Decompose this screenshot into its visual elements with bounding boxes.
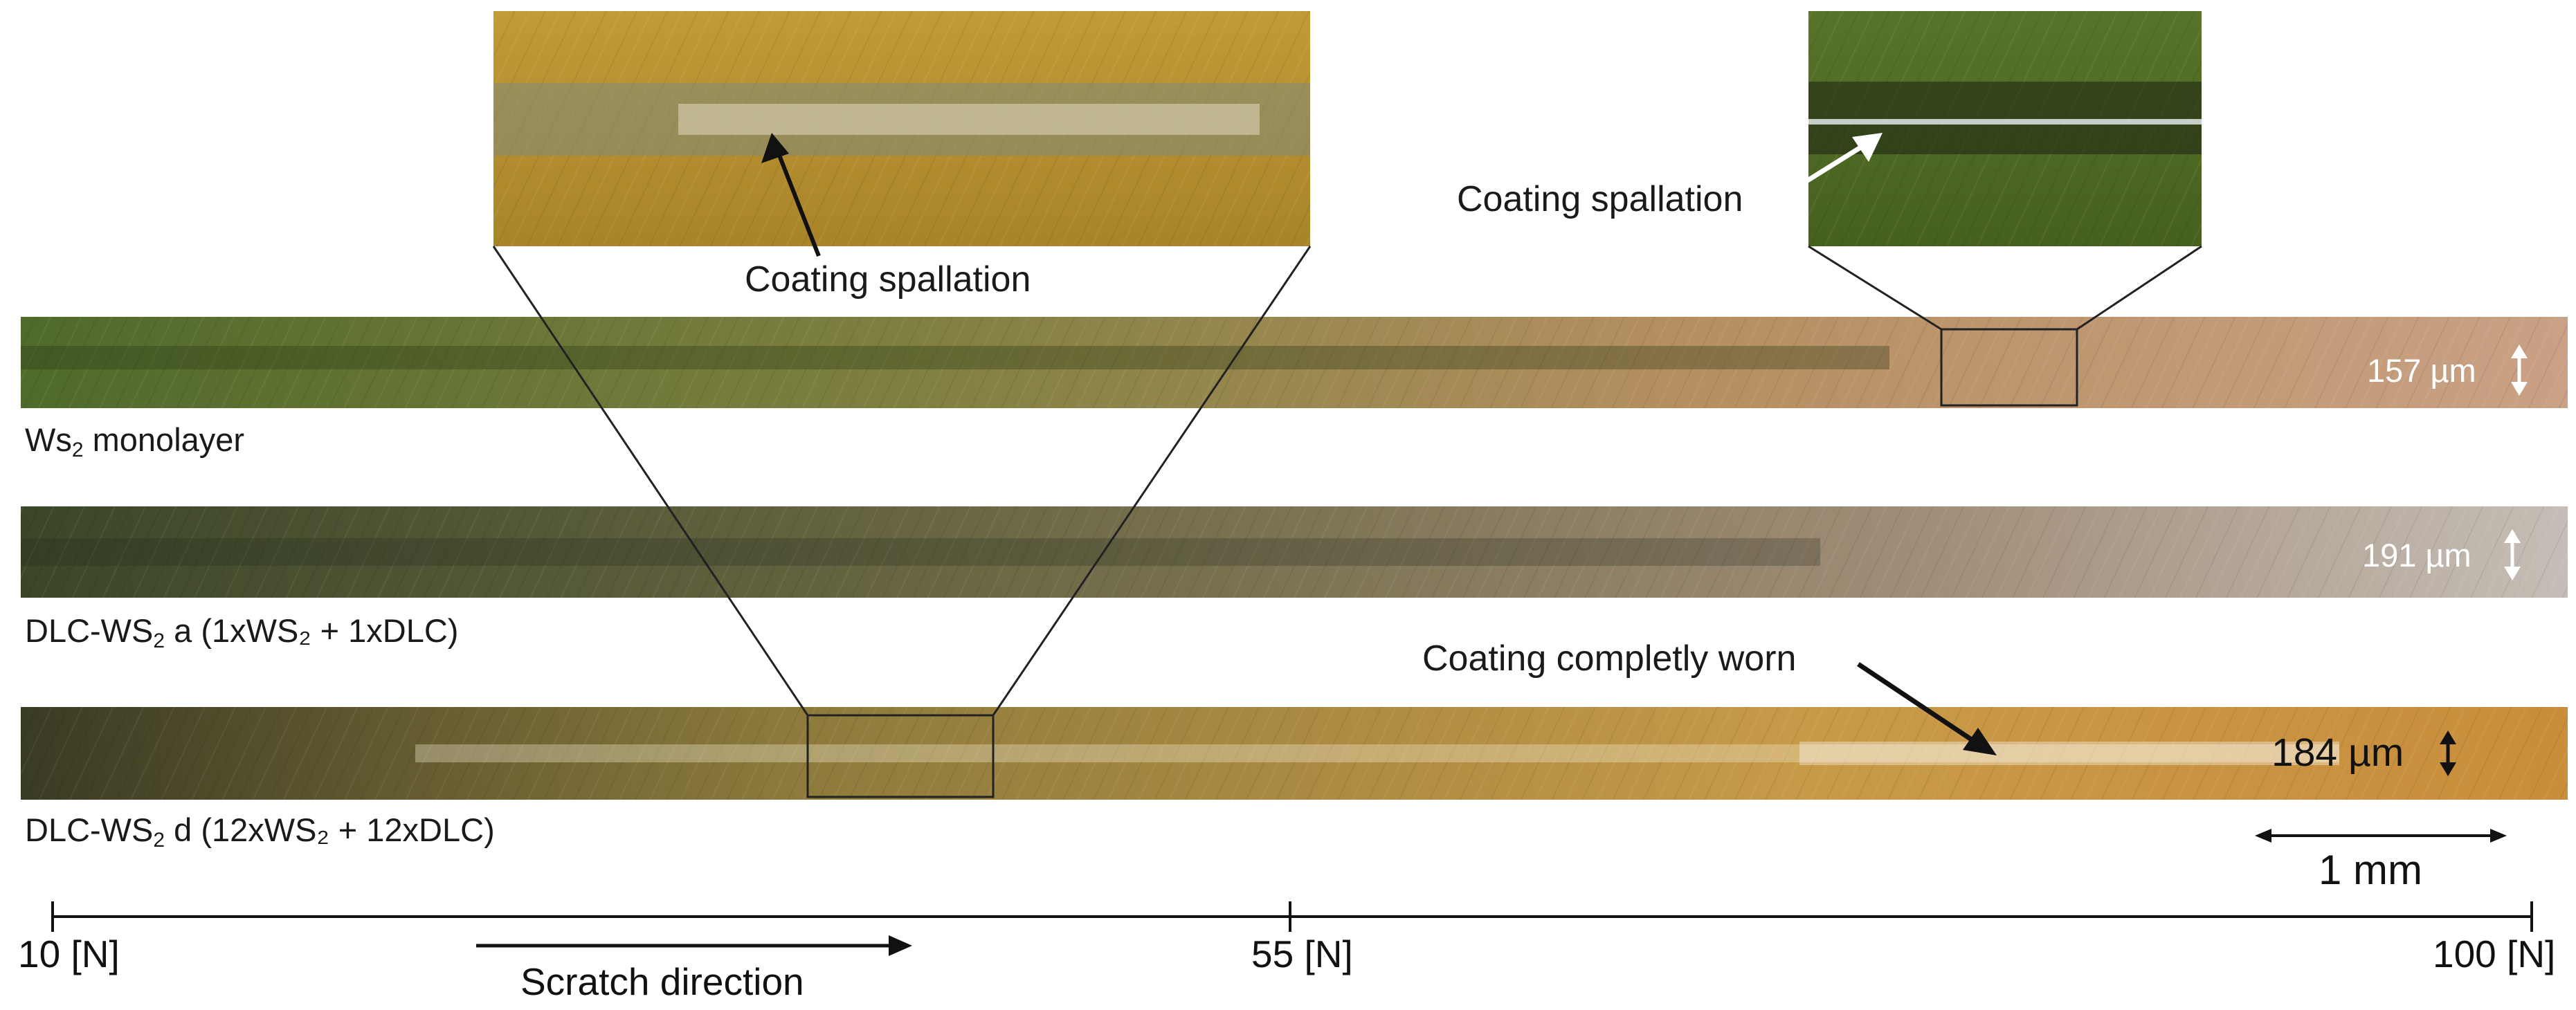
track-3-label-rest: d (12xWS₂ + 12xDLC) [165,811,495,848]
track-2-label-main: DLC-WS [25,612,154,649]
scratch-direction-label: Scratch direction [520,960,804,1003]
track-3-image [21,707,2568,800]
track-3-label-sub: 2 [153,829,165,852]
magnification-lines [492,245,2202,716]
track-3-label: DLC-WS2 d (12xWS₂ + 12xDLC) [25,814,495,851]
zoom-inset-left [493,11,1310,246]
scale-bar [2255,829,2507,843]
track-2-label-sub: 2 [153,630,165,652]
arrow-worn [1857,662,1997,755]
axis-label-100: 100 [N] [2433,933,2556,975]
track-1-label-rest: monolayer [83,421,245,458]
track-2-label: DLC-WS2 a (1xWS₂ + 1xDLC) [25,614,458,652]
track-2-label-rest: a (1xWS₂ + 1xDLC) [165,612,459,649]
track-1-width: 157 µm [2367,352,2476,389]
width-marker-1 [2511,345,2528,396]
track-1-label-sub: 2 [71,439,84,461]
callout-spallation-left: Coating spallation [745,259,1031,300]
highlight-box-track-3 [806,714,995,798]
highlight-box-track-1 [1940,328,2078,407]
track-1-label-main: Ws [25,421,72,458]
track-3-label-main: DLC-WS [25,811,154,848]
scale-bar-label: 1 mm [2319,847,2422,893]
track-1-image [21,317,2568,408]
scratch-direction-arrow [476,935,912,956]
arrow-spallation-right [1774,133,1883,203]
load-axis [51,901,2533,932]
axis-label-55: 55 [N] [1251,933,1353,975]
track-3-width: 184 µm [2271,731,2404,775]
zoom-inset-right [1808,11,2202,246]
track-1-label: Ws2 monolayer [25,423,244,461]
width-marker-3 [2440,731,2456,776]
callout-spallation-right: Coating spallation [1457,179,1743,219]
callout-worn: Coating completly worn [1422,639,1797,679]
arrow-spallation-left [761,133,821,257]
width-marker-2 [2504,529,2521,580]
track-2-width: 191 µm [2362,537,2471,573]
axis-label-10: 10 [N] [18,933,120,975]
track-2-image [21,506,2568,598]
